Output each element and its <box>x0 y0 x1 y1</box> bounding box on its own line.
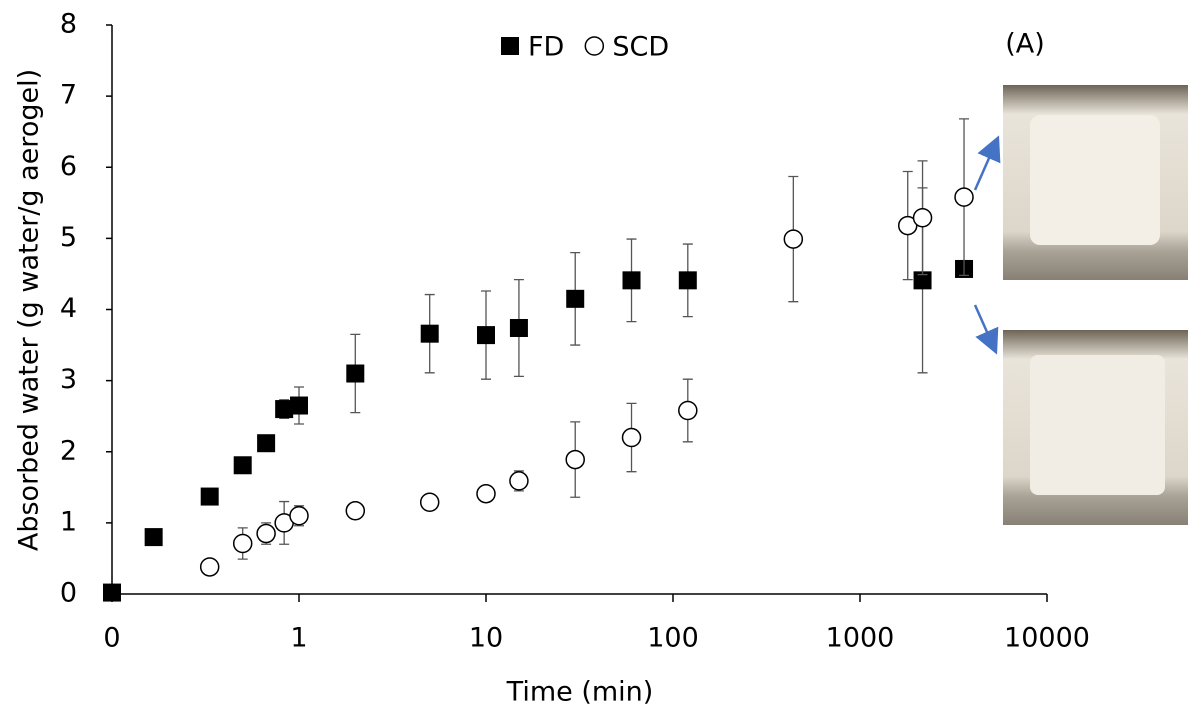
annotation: (A) <box>1005 29 1045 60</box>
point <box>509 471 529 491</box>
x-tick-label: 1 <box>290 623 307 654</box>
point <box>565 449 585 470</box>
x-tick-label: 1000 <box>826 623 895 654</box>
point <box>256 523 276 544</box>
x-tick-label: 100 <box>647 623 699 654</box>
point <box>144 528 163 547</box>
point <box>954 187 974 207</box>
point <box>345 501 366 521</box>
x-tick-label: 0 <box>103 623 120 654</box>
point <box>476 483 496 504</box>
y-tick-label: 4 <box>60 293 77 324</box>
point <box>621 427 642 448</box>
point <box>200 487 219 506</box>
point <box>346 364 365 383</box>
point <box>232 533 253 554</box>
point <box>420 324 439 343</box>
legend-marker <box>501 37 519 55</box>
y-tick-label: 2 <box>60 435 77 466</box>
point <box>622 271 641 290</box>
point <box>783 229 804 249</box>
legend-label: SCD <box>612 32 669 63</box>
point <box>233 456 252 475</box>
point <box>913 271 932 290</box>
y-tick-label: 3 <box>60 364 77 395</box>
point <box>477 326 495 345</box>
point <box>912 207 933 228</box>
point <box>509 318 528 337</box>
photo-sample <box>1030 115 1160 245</box>
y-axis-title: Absorbed water (g water/g aerogel) <box>14 69 45 551</box>
y-tick-label: 7 <box>60 80 77 111</box>
photos <box>973 85 1188 525</box>
y-tick-label: 8 <box>60 9 77 40</box>
point <box>419 492 440 512</box>
point <box>199 557 220 577</box>
point <box>275 400 294 419</box>
legend-marker <box>584 36 605 56</box>
arrow <box>973 135 1001 191</box>
legend-label: FD <box>528 32 564 63</box>
arrow <box>973 304 999 355</box>
y-tick-label: 5 <box>60 222 77 253</box>
point <box>290 396 308 415</box>
x-axis-title: Time (min) <box>506 677 654 708</box>
x-tick-label: 10 <box>469 623 503 654</box>
point <box>103 583 121 602</box>
y-tick-label: 1 <box>60 506 77 537</box>
point <box>289 506 309 526</box>
y-tick-label: 0 <box>60 578 77 609</box>
point <box>566 289 585 308</box>
point <box>257 434 276 453</box>
photo-sample <box>1030 355 1165 495</box>
y-tick-label: 6 <box>60 151 77 182</box>
point <box>678 400 698 421</box>
point <box>678 271 697 290</box>
x-tick-label: 10000 <box>1004 623 1090 654</box>
